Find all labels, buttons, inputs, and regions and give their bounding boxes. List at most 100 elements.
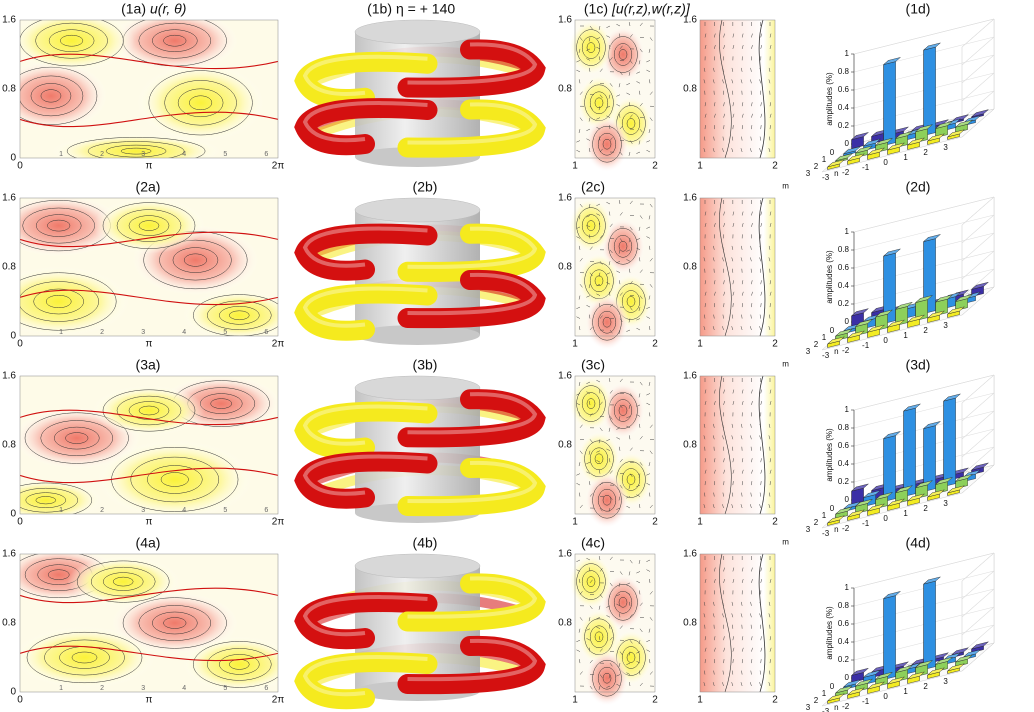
x-minor-tick-label: 4 [182,685,186,692]
panel-label: (2b) [413,179,438,195]
m-tick-label: 1 [822,333,827,342]
x-tick-label: 0 [17,339,23,350]
panel-label: (4a) [136,535,161,551]
panel-label: (3b) [413,357,438,373]
contour-blob [585,116,629,172]
x-tick-label: 2 [772,517,778,528]
z-tick-label: 0.4 [838,281,850,290]
n-tick-label: 3 [943,677,948,686]
x-minor-tick-label: 5 [223,507,227,514]
panel-label: (4d) [906,535,931,551]
z-axis-label: amplitudes (%) [825,72,834,126]
z-tick-label: 0.6 [838,263,850,272]
x-minor-tick-label: 2 [100,151,104,158]
panel-label: (1a) [121,1,146,17]
z-axis-label: amplitudes (%) [825,606,834,660]
z-axis-label: amplitudes (%) [825,428,834,482]
contour-blob [569,376,613,432]
m-tick-label: 1 [822,511,827,520]
z-tick-label: 0.2 [838,121,850,130]
x-tick-label: 1 [572,517,578,528]
m-tick-label: 2 [814,340,819,349]
n-tick-label: 0 [883,514,888,523]
y-tick-label: 1.6 [2,193,16,204]
contour-blob [569,198,613,254]
contour-blob [138,64,264,142]
x-minor-tick-label: 1 [59,507,63,514]
x-tick-label: 1 [572,695,578,706]
y-tick-label: 1.6 [558,549,572,560]
cylinder-top [355,20,480,44]
x-minor-tick-label: 1 [59,151,63,158]
x-tick-label: 2 [772,695,778,706]
y-tick-label: 0.8 [683,618,697,629]
n-tick-label: -1 [862,341,870,350]
n-tick-label: 2 [923,682,928,691]
panel-label: (4c) [581,535,605,551]
n-axis-label: n [834,169,838,178]
m-axis-label: m [782,538,789,547]
contour-blob [569,20,613,76]
contour-blob [15,627,155,689]
n-tick-label: 0 [883,158,888,167]
m-tick-label: 1 [822,155,827,164]
n-tick-label: -1 [862,163,870,172]
y-tick-label: 1.6 [2,549,16,560]
x-minor-tick-label: 4 [182,329,186,336]
velocity-map [700,376,775,514]
x-tick-label: 1 [697,695,703,706]
x-minor-tick-label: 5 [223,329,227,336]
n-tick-label: 3 [943,499,948,508]
n-axis-label: n [834,347,838,356]
velocity-map [700,554,775,692]
x-minor-tick-label: 4 [182,507,186,514]
n-tick-label: -3 [822,529,830,538]
y-tick-label: 0.8 [558,618,572,629]
x-minor-tick-label: 6 [264,151,268,158]
y-tick-label: 0 [10,331,16,342]
bar-front [944,398,956,487]
x-tick-label: 2π [272,339,285,350]
y-tick-label: 0.8 [2,440,16,451]
n-tick-label: 2 [923,326,928,335]
x-tick-label: 2π [272,695,285,706]
x-tick-label: 2 [652,339,658,350]
n-tick-label: 1 [903,687,908,696]
panel-title: [u(r,z),w(r,z)] [611,1,691,17]
x-minor-tick-label: 6 [264,507,268,514]
y-tick-label: 0 [10,509,16,520]
y-tick-label: 1.6 [683,549,697,560]
x-minor-tick-label: 5 [223,151,227,158]
m-tick-label: 3 [806,169,811,178]
m-tick-label: 3 [806,703,811,712]
y-tick-label: 1.6 [2,15,16,26]
panel-label: (1b) [367,1,392,17]
x-tick-label: π [146,339,153,350]
n-tick-label: -3 [822,351,830,360]
n-tick-label: 3 [943,321,948,330]
contour-blob [585,472,629,528]
m-tick-label: 2 [814,162,819,171]
contour-blob [67,556,179,606]
m-axis-label: m [782,182,789,191]
y-tick-label: 0.8 [558,262,572,273]
n-tick-label: 2 [923,504,928,513]
panel-label: (2d) [906,179,931,195]
y-tick-label: 1.6 [683,15,697,26]
y-tick-label: 1.6 [683,193,697,204]
m-tick-label: 2 [814,696,819,705]
n-tick-label: 0 [883,692,888,701]
bar-front [924,581,936,670]
y-tick-label: 1.6 [683,371,697,382]
z-tick-label: 0.4 [838,459,850,468]
n-axis-label: n [834,525,838,534]
x-minor-tick-label: 2 [100,329,104,336]
z-tick-label: 0.8 [838,67,850,76]
n-tick-label: -2 [842,702,850,711]
velocity-map [700,20,775,158]
x-minor-tick-label: 1 [59,685,63,692]
z-tick-label: 0.2 [838,655,850,664]
m-tick-label: 0 [830,504,835,513]
z-tick-label: 1 [845,405,850,414]
x-tick-label: 2 [652,517,658,528]
